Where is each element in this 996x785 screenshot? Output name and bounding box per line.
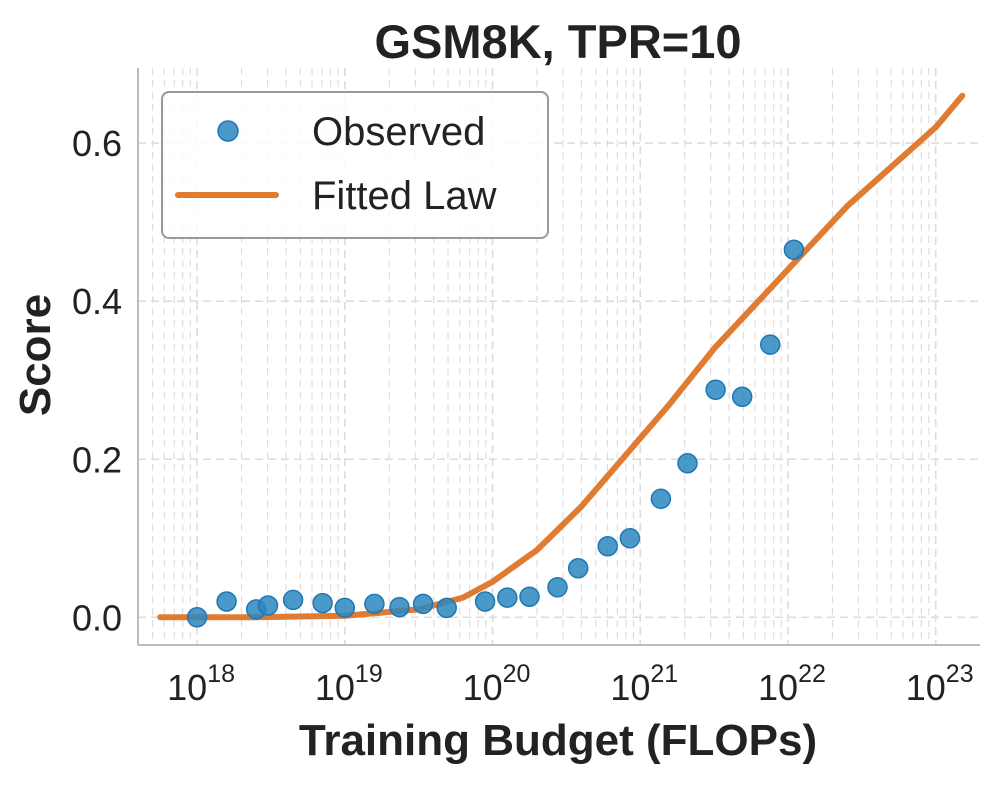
observed-point — [364, 593, 385, 615]
observed-point — [312, 592, 333, 614]
x-tick-label: 1020 — [463, 660, 531, 708]
observed-point — [334, 597, 356, 619]
y-tick-labels: 0.0 0.2 0.4 0.6 — [72, 123, 122, 638]
observed-point — [186, 607, 208, 628]
legend-box — [161, 91, 549, 239]
observed-point — [597, 535, 618, 557]
y-tick-label: 0.0 — [72, 597, 122, 638]
observed-point — [436, 597, 457, 619]
observed-point — [216, 591, 237, 612]
y-tick-label: 0.2 — [72, 439, 122, 480]
observed-point — [389, 596, 410, 618]
observed-point — [257, 595, 279, 616]
observed-point — [282, 589, 304, 611]
legend-observed-label: Observed — [312, 110, 485, 154]
legend-fitted-label: Fitted Law — [312, 174, 497, 218]
x-tick-label: 1023 — [906, 660, 974, 708]
observed-point — [619, 528, 641, 549]
x-tick-labels: 1018 1019 1020 1021 1022 1023 — [167, 660, 973, 708]
x-tick-label: 1021 — [610, 660, 678, 708]
x-tick-label: 1019 — [315, 660, 383, 708]
x-axis-label: Training Budget (FLOPs) — [299, 716, 817, 765]
observed-point — [705, 379, 726, 400]
observed-point — [567, 558, 589, 579]
observed-point — [519, 586, 540, 608]
observed-point — [547, 577, 568, 598]
chart-title: GSM8K, TPR=10 — [375, 15, 742, 68]
observed-point — [497, 587, 518, 608]
y-tick-label: 0.6 — [72, 123, 122, 164]
observed-point — [474, 591, 496, 612]
observed-point — [650, 488, 672, 510]
x-tick-label: 1022 — [758, 660, 826, 708]
observed-point — [783, 239, 805, 261]
observed-point — [731, 386, 753, 408]
observed-series — [186, 239, 805, 628]
legend: Observed Fitted Law — [161, 91, 549, 239]
y-tick-label: 0.4 — [72, 281, 122, 322]
y-axis-label: Score — [11, 294, 60, 416]
axes — [137, 68, 980, 646]
legend-observed-marker — [217, 120, 239, 142]
observed-point — [759, 334, 781, 355]
observed-point — [677, 452, 698, 474]
x-tick-label: 1018 — [167, 660, 235, 708]
observed-point — [412, 593, 434, 615]
